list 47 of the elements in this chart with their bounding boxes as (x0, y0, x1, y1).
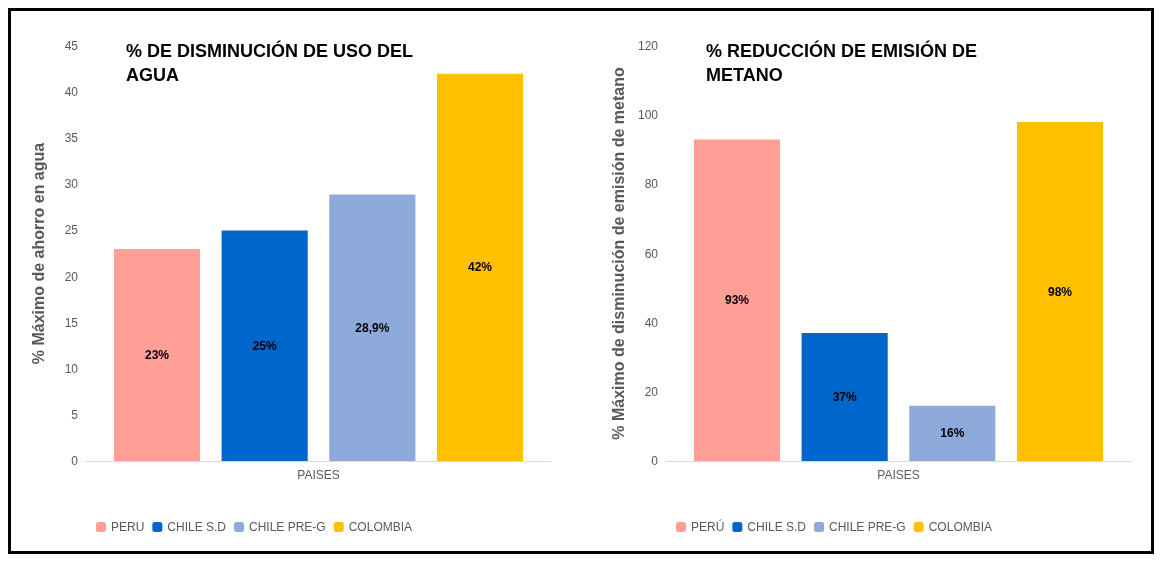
y-tick-label: 100 (637, 108, 659, 123)
y-tick-label: 40 (644, 315, 659, 330)
bar (693, 139, 781, 461)
y-tick-label: 60 (644, 246, 659, 261)
legend-label: CHILE PRE-G (249, 520, 326, 534)
data-label: 23% (144, 347, 170, 362)
bar (329, 194, 416, 461)
y-tick-label: 35 (64, 131, 79, 146)
legend-label: COLOMBIA (348, 520, 413, 534)
x-tick-label: PAISES (297, 468, 340, 482)
y-tick-label: 20 (64, 269, 79, 284)
legend-label: CHILE S.D (167, 520, 227, 534)
bar (221, 230, 308, 461)
bar (113, 248, 201, 461)
x-tick-label: PAISES (877, 468, 920, 482)
y-axis-title: % Máximo de ahorro en agua (29, 142, 47, 365)
legend-label: CHILE S.D (747, 520, 807, 534)
y-tick-label: 0 (71, 454, 79, 468)
y-tick-label: 20 (644, 384, 659, 399)
y-tick-label: 15 (64, 315, 79, 330)
legend-label: PERU (111, 520, 145, 534)
chart-title: % DE DISMINUCIÓN DE USO DEL AGUA (126, 40, 418, 85)
legend-label: COLOMBIA (928, 520, 993, 534)
y-axis-title: % Máximo de disminución de emisión de metano (609, 67, 627, 440)
data-label: 37% (832, 390, 857, 405)
legend-label: CHILE PRE-G (829, 520, 906, 534)
data-label: 98% (1048, 284, 1073, 299)
y-tick-label: 30 (64, 177, 79, 192)
data-label: 25% (252, 338, 277, 353)
y-tick-label: 25 (64, 223, 79, 238)
y-tick-label: 120 (637, 39, 659, 53)
legend-label: PERÚ (691, 519, 725, 534)
y-tick-label: 5 (71, 407, 79, 422)
bar (909, 405, 996, 461)
bar (801, 333, 888, 461)
bar (1016, 122, 1104, 461)
data-label: 93% (724, 293, 750, 308)
data-label: 42% (468, 260, 493, 275)
y-tick-label: 40 (64, 85, 79, 100)
y-tick-label: 0 (651, 454, 659, 468)
data-label: 28,9% (355, 320, 390, 335)
y-tick-label: 80 (644, 177, 659, 192)
chart-title: % REDUCCIÓN DE EMISIÓN DE METANO (706, 40, 983, 85)
data-label: 16% (940, 426, 965, 441)
y-tick-label: 45 (64, 39, 79, 53)
y-tick-label: 10 (64, 361, 79, 376)
bar (436, 73, 524, 461)
